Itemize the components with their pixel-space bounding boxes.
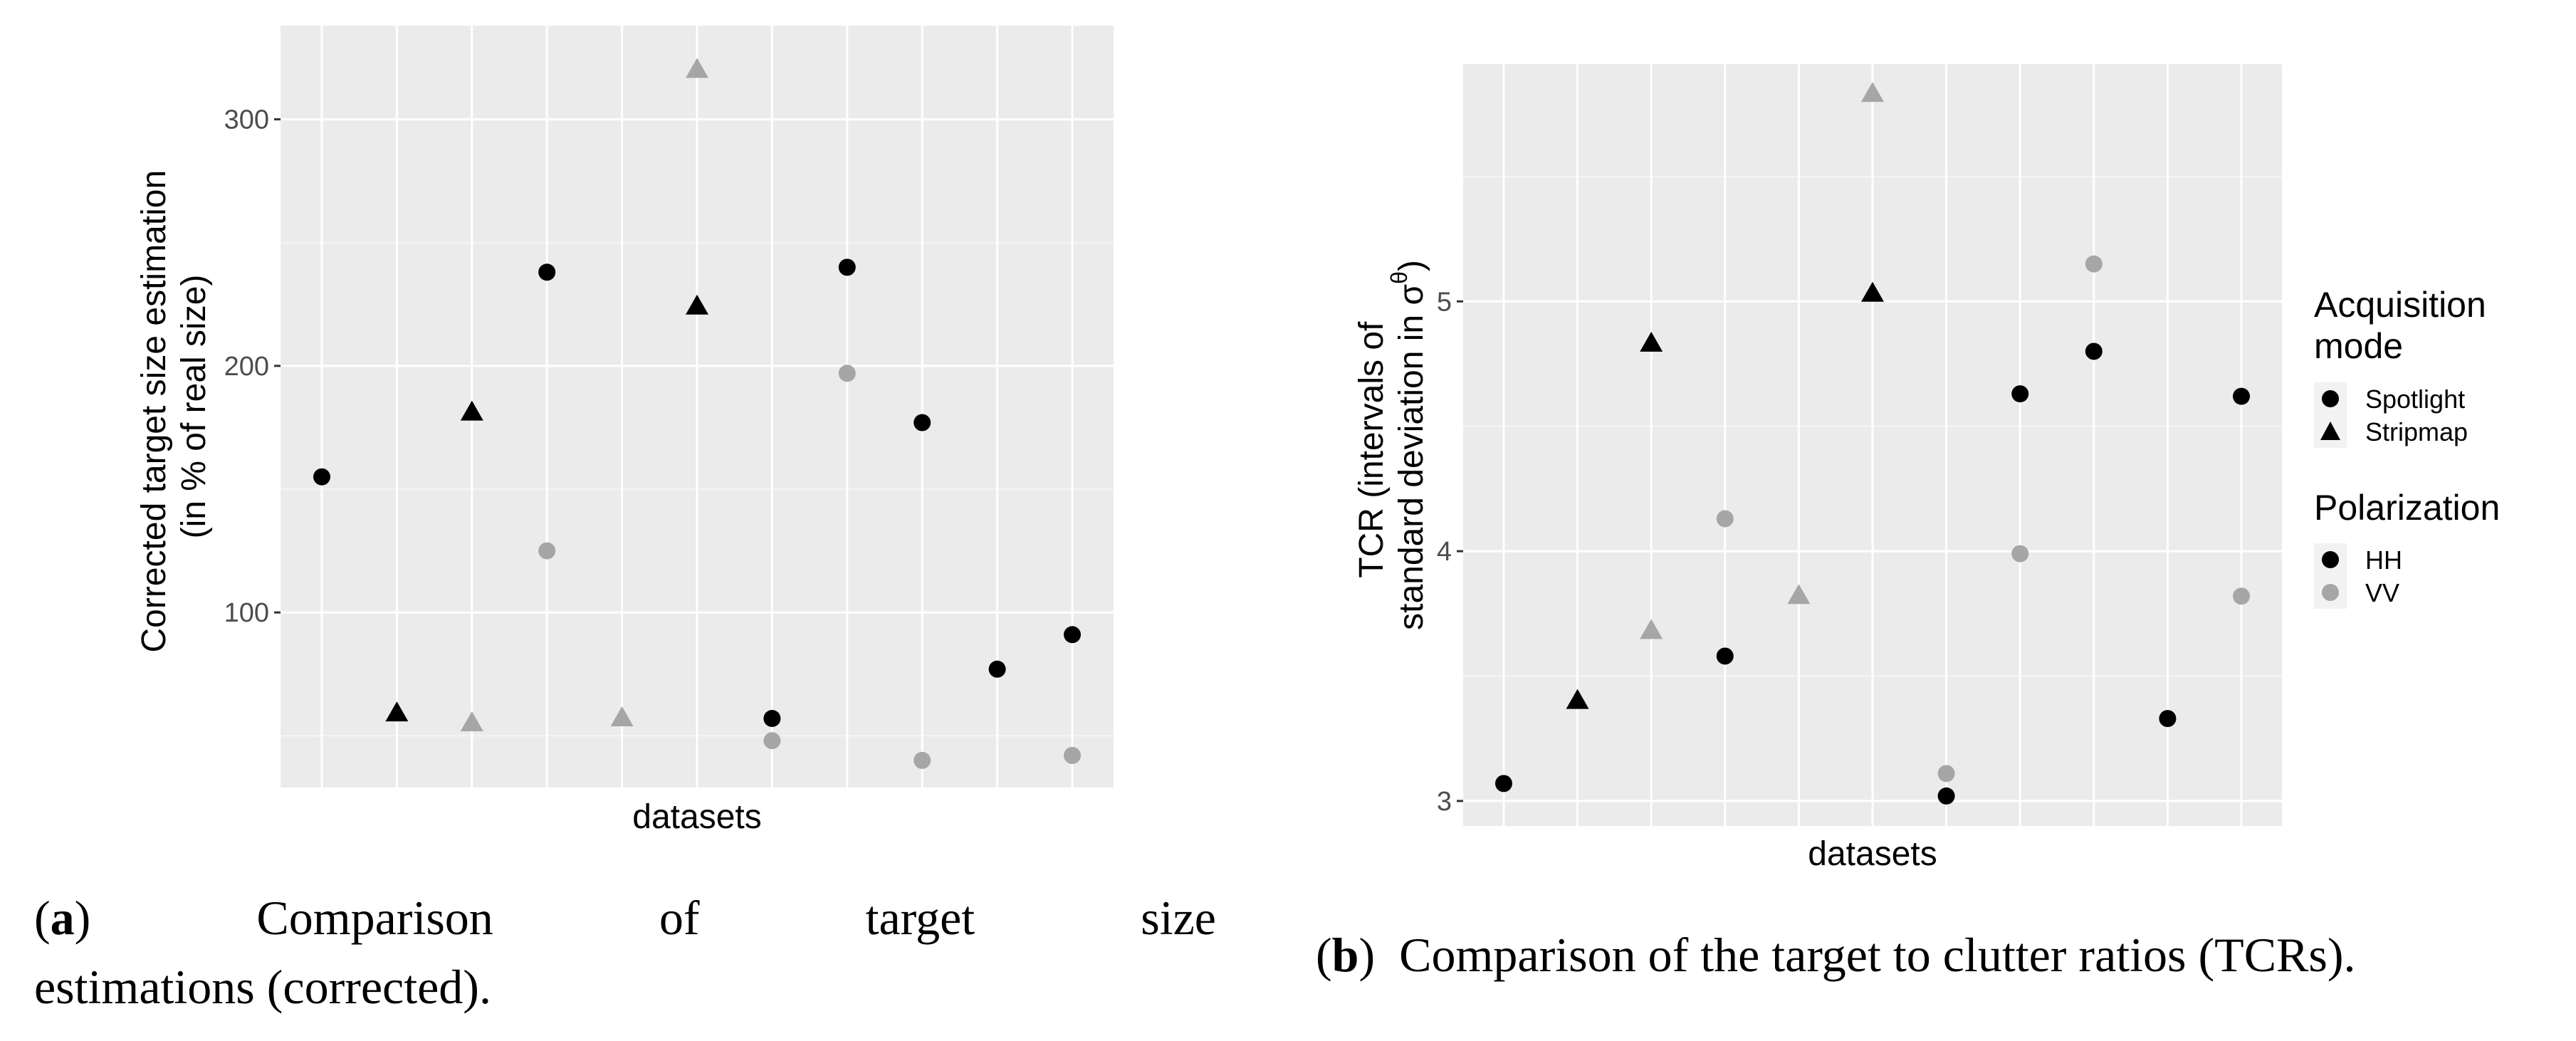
y-axis-title-a-line2: (in % of real size) xyxy=(175,275,213,539)
y-axis-title-b-superscript: θ xyxy=(1386,271,1412,284)
data-point-stripmap-vv xyxy=(610,706,634,727)
data-point-stripmap-vv xyxy=(1861,82,1884,103)
legend-spotlight-label: Spotlight xyxy=(2365,385,2465,414)
data-point-stripmap-hh xyxy=(1566,689,1589,709)
caption-a-label: (a) xyxy=(34,891,91,945)
legend-mode-title-line1: Acquisition xyxy=(2314,285,2486,325)
caption-a-word-3: target xyxy=(865,891,975,945)
legend-mode-title-line2: mode xyxy=(2314,326,2403,366)
caption-a-line2: estimations (corrected). xyxy=(34,960,491,1014)
data-point-spotlight-vv xyxy=(2085,255,2103,273)
data-point-spotlight-hh xyxy=(913,414,931,431)
x-axis-title-b: datasets xyxy=(1808,835,1937,873)
data-point-spotlight-vv xyxy=(1716,510,1734,528)
chart-b: 3 4 5 datasets TCR (intervals of standard … xyxy=(1353,64,2282,873)
data-point-spotlight-vv xyxy=(763,732,781,750)
gridlines-a xyxy=(281,26,1114,788)
y-tick-label: 300 xyxy=(224,105,269,135)
data-point-stripmap-vv xyxy=(1787,584,1811,605)
caption-a-line1: (a) Comparison of target size xyxy=(34,890,1216,946)
data-point-spotlight-hh xyxy=(1716,647,1734,665)
data-point-spotlight-vv xyxy=(538,542,556,560)
data-point-spotlight-hh xyxy=(1494,775,1512,792)
data-point-spotlight-hh xyxy=(1937,787,1955,805)
y-axis-title-b-line2: standard deviation in σθ) xyxy=(1386,260,1430,630)
y-tick-label: 5 xyxy=(1437,287,1452,317)
y-tick-label: 4 xyxy=(1437,537,1452,567)
caption-a-word-4: size xyxy=(1141,891,1216,945)
legend: Acquisition mode Spotlight Stripmap Pola… xyxy=(2314,285,2500,609)
data-point-stripmap-vv xyxy=(460,711,483,731)
legend-hh-label: HH xyxy=(2365,545,2402,575)
data-point-spotlight-hh xyxy=(1064,626,1082,644)
legend-vv-symbol xyxy=(2322,584,2339,601)
data-point-spotlight-hh xyxy=(2011,385,2029,403)
y-axis-title-b: TCR (intervals of standard deviation in … xyxy=(1353,260,1430,630)
y-tick-label: 200 xyxy=(224,352,269,382)
data-point-stripmap-hh xyxy=(686,294,708,315)
legend-stripmap-symbol xyxy=(2320,422,2340,440)
y-axis-ticks-b: 3 4 5 xyxy=(1437,287,1463,817)
caption-b-text: Comparison of the target to clutter rati… xyxy=(1399,928,2356,982)
legend-vv-label: VV xyxy=(2365,578,2399,607)
y-axis-title-b-close: ) xyxy=(1393,260,1430,271)
data-point-spotlight-vv xyxy=(2011,545,2029,563)
y-tick-label: 3 xyxy=(1437,787,1452,817)
data-point-stripmap-vv xyxy=(686,58,708,78)
y-axis-ticks-a: 100 200 300 xyxy=(224,105,281,628)
data-points-a xyxy=(313,58,1082,769)
y-axis-title-a: Corrected target size estimation (in % o… xyxy=(135,161,213,653)
data-point-spotlight-hh xyxy=(2233,387,2251,405)
caption-a-word-2: of xyxy=(659,891,700,945)
data-point-spotlight-vv xyxy=(1937,765,1955,783)
data-point-stripmap-vv xyxy=(1640,619,1663,639)
chart-a: 100 200 300 datasets Corrected target size… xyxy=(135,26,1114,836)
caption-a-word-1: Comparison xyxy=(256,891,493,945)
data-point-stripmap-hh xyxy=(460,400,483,421)
y-tick-label: 100 xyxy=(224,598,269,628)
caption-b-label: (b) xyxy=(1316,928,1376,982)
legend-hh-symbol xyxy=(2322,551,2339,568)
legend-stripmap-label: Stripmap xyxy=(2365,417,2468,446)
data-point-spotlight-vv xyxy=(1064,746,1082,764)
caption-a: (a) Comparison of target size estimation… xyxy=(34,890,1216,1015)
y-axis-title-b-line1: TCR (intervals of xyxy=(1353,321,1391,578)
y-axis-title-b-line2-text: standard deviation in σ xyxy=(1393,284,1430,630)
data-points-b xyxy=(1494,82,2251,805)
data-point-spotlight-hh xyxy=(538,263,556,281)
caption-b: (b) Comparison of the target to clutter … xyxy=(1316,927,2356,983)
legend-spotlight-symbol xyxy=(2322,390,2339,407)
data-point-spotlight-vv xyxy=(838,365,856,382)
data-point-spotlight-vv xyxy=(2233,587,2251,605)
data-point-spotlight-hh xyxy=(313,468,330,486)
data-point-spotlight-hh xyxy=(988,660,1006,678)
data-point-stripmap-hh xyxy=(1861,281,1884,302)
legend-mode-title: Acquisition mode xyxy=(2314,285,2496,366)
data-point-spotlight-vv xyxy=(913,751,931,769)
legend-pol-title: Polarization xyxy=(2314,488,2500,528)
y-axis-title-a-line1: Corrected target size estimation xyxy=(135,170,173,653)
x-axis-title-a: datasets xyxy=(632,798,761,836)
data-point-stripmap-hh xyxy=(385,701,409,722)
data-point-spotlight-hh xyxy=(2085,342,2103,360)
data-point-spotlight-hh xyxy=(838,258,856,276)
data-point-spotlight-hh xyxy=(2159,710,2177,728)
data-point-stripmap-hh xyxy=(1640,331,1663,352)
data-point-spotlight-hh xyxy=(763,710,781,728)
